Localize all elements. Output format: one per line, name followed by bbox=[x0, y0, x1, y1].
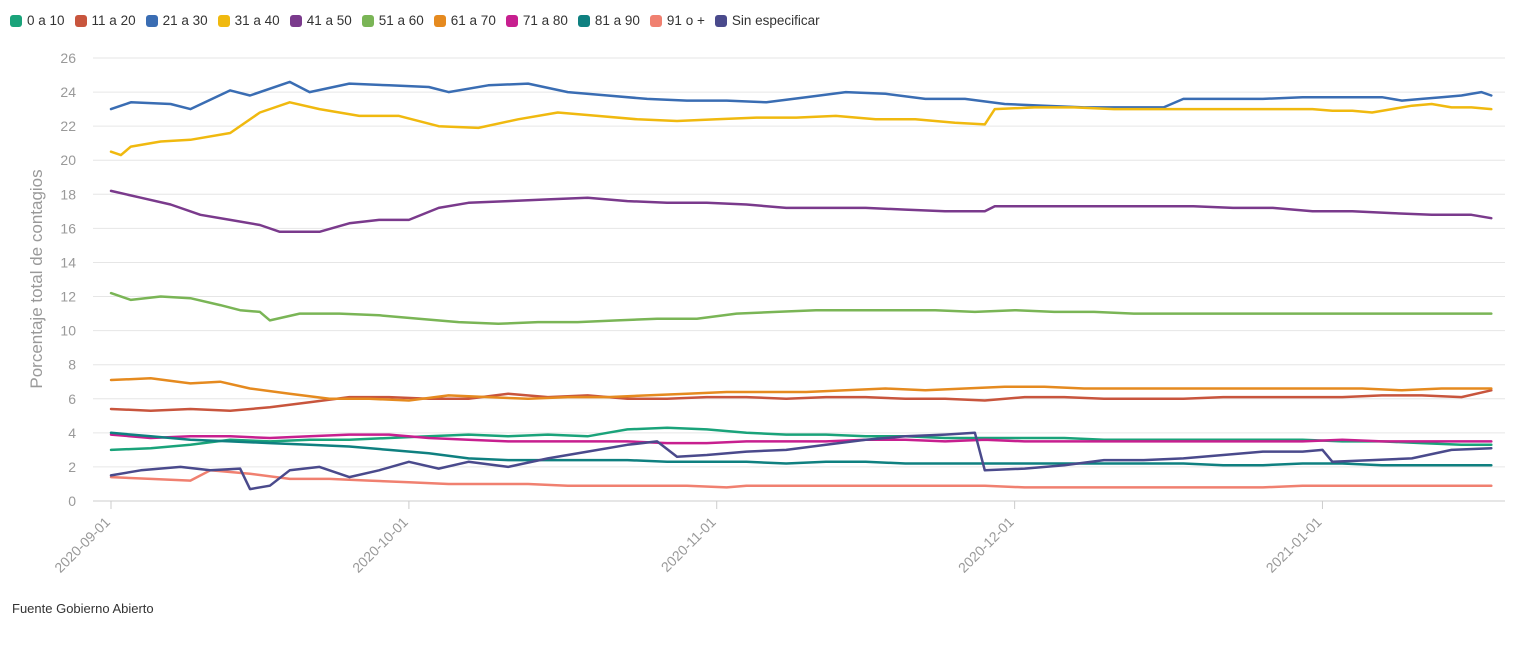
legend-swatch bbox=[145, 14, 158, 27]
legend-swatch bbox=[433, 14, 446, 27]
y-tick-label: 16 bbox=[60, 220, 76, 236]
chart-legend: 0 a 10 11 a 20 21 a 30 31 a 40 41 a 50 51 a 6… bbox=[10, 13, 830, 28]
y-tick-label: 22 bbox=[60, 118, 76, 134]
legend-swatch bbox=[10, 14, 22, 27]
legend-swatch bbox=[74, 14, 87, 27]
series-line bbox=[109, 433, 1493, 445]
y-tick-label: 0 bbox=[68, 493, 76, 509]
legend-label: 41 a 50 bbox=[306, 13, 352, 28]
y-tick-label: 18 bbox=[60, 186, 76, 202]
legend-label: Sin especificar bbox=[731, 13, 820, 28]
x-tick-label: 2020-11-01 bbox=[658, 514, 719, 575]
y-tick-label: 14 bbox=[60, 254, 76, 270]
series-line bbox=[109, 469, 1493, 489]
legend-label: 21 a 30 bbox=[162, 13, 208, 28]
legend-item[interactable]: 11 a 20 bbox=[74, 13, 136, 28]
x-tick-label: 2020-09-01 bbox=[51, 514, 113, 576]
y-tick-label: 24 bbox=[60, 84, 76, 100]
legend-item[interactable]: 31 a 40 bbox=[217, 13, 280, 28]
x-tick-label: 2020-10-01 bbox=[349, 514, 411, 576]
legend-item[interactable]: 81 a 90 bbox=[577, 13, 640, 28]
legend-label: 61 a 70 bbox=[450, 13, 496, 28]
y-tick-label: 6 bbox=[68, 391, 76, 407]
y-tick-label: 4 bbox=[68, 425, 76, 441]
legend-label: 71 a 80 bbox=[522, 13, 568, 28]
legend-swatch bbox=[649, 14, 662, 27]
y-tick-label: 12 bbox=[60, 289, 76, 305]
y-axis-label: Porcentaje total de contagios bbox=[27, 169, 46, 388]
legend-item[interactable]: 91 o + bbox=[649, 13, 705, 28]
legend-item[interactable]: 61 a 70 bbox=[433, 13, 496, 28]
legend-item[interactable]: 0 a 10 bbox=[10, 13, 65, 28]
legend-label: 51 a 60 bbox=[378, 13, 424, 28]
legend-label: 31 a 40 bbox=[234, 13, 280, 28]
legend-label: 81 a 90 bbox=[594, 13, 640, 28]
legend-item[interactable]: Sin especificar bbox=[714, 13, 820, 28]
x-tick-label: 2021-01-01 bbox=[1263, 514, 1325, 576]
legend-swatch bbox=[505, 14, 518, 27]
legend-swatch bbox=[289, 14, 302, 27]
legend-swatch bbox=[217, 14, 230, 27]
source-note: Fuente Gobierno Abierto bbox=[12, 601, 154, 616]
legend-label: 0 a 10 bbox=[27, 13, 65, 28]
series-lines bbox=[109, 80, 1493, 491]
x-tick-label: 2020-12-01 bbox=[955, 514, 1017, 576]
y-tick-label: 8 bbox=[68, 357, 76, 373]
series-line bbox=[109, 431, 1493, 467]
legend-label: 11 a 20 bbox=[91, 13, 136, 28]
y-tick-label: 2 bbox=[68, 459, 76, 475]
legend-swatch bbox=[714, 14, 727, 27]
legend-item[interactable]: 41 a 50 bbox=[289, 13, 352, 28]
series-line bbox=[109, 426, 1493, 452]
legend-label: 91 o + bbox=[666, 13, 705, 28]
legend-item[interactable]: 51 a 60 bbox=[361, 13, 424, 28]
y-tick-label: 26 bbox=[60, 50, 76, 66]
y-tick-label: 10 bbox=[60, 323, 76, 339]
legend-item[interactable]: 71 a 80 bbox=[505, 13, 568, 28]
series-line bbox=[109, 389, 1493, 412]
legend-swatch bbox=[361, 14, 374, 27]
series-line bbox=[109, 291, 1493, 326]
series-line bbox=[109, 189, 1493, 234]
legend-swatch bbox=[577, 14, 590, 27]
series-line bbox=[109, 377, 1493, 402]
series-line bbox=[109, 431, 1493, 491]
y-tick-label: 20 bbox=[60, 152, 76, 168]
series-line bbox=[109, 80, 1493, 111]
x-axis: 2020-09-01 2020-10-01 2020-11-01 2020-12-01… bbox=[51, 501, 1325, 576]
series-line bbox=[109, 101, 1493, 157]
legend-item[interactable]: 21 a 30 bbox=[145, 13, 208, 28]
